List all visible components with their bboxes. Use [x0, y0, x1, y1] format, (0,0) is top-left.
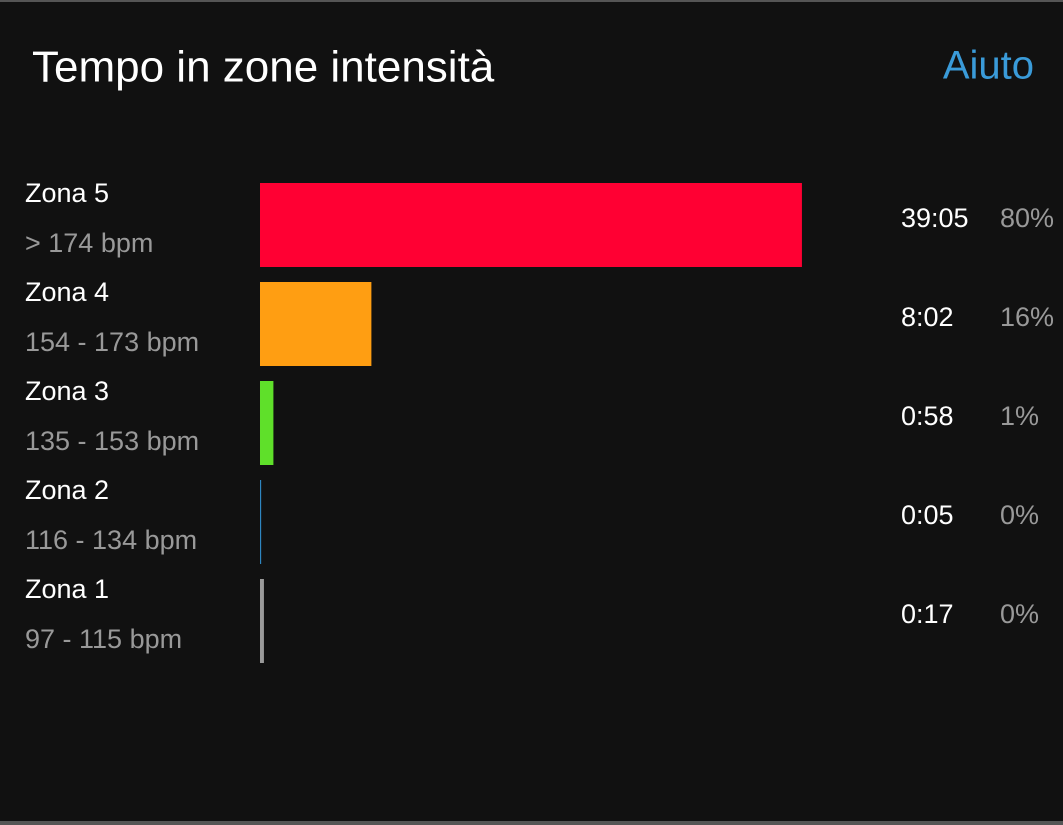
zone-range: 97 - 115 bpm — [25, 624, 182, 654]
bar — [260, 480, 262, 564]
percent-label: 1% — [1000, 401, 1039, 431]
time-label: 39:05 — [901, 203, 969, 233]
zone-label: Zona 4 — [25, 277, 109, 307]
zone-range: > 174 bpm — [25, 228, 153, 258]
title: Tempo in zone intensità — [32, 43, 495, 92]
bottom-border — [0, 821, 1063, 825]
percent-label: 0% — [1000, 500, 1039, 530]
time-label: 8:02 — [901, 302, 954, 332]
bar — [260, 183, 802, 267]
bar — [260, 579, 264, 663]
zone-label: Zona 1 — [25, 574, 109, 604]
percent-label: 80% — [1000, 203, 1054, 233]
zone-label: Zona 3 — [25, 376, 109, 406]
bar — [260, 282, 372, 366]
zone-label: Zona 2 — [25, 475, 109, 505]
zone-range: 116 - 134 bpm — [25, 525, 197, 555]
zone-range: 135 - 153 bpm — [25, 426, 199, 456]
time-label: 0:17 — [901, 599, 954, 629]
help-link[interactable]: Aiuto — [943, 44, 1034, 88]
zone-range: 154 - 173 bpm — [25, 327, 199, 357]
percent-label: 16% — [1000, 302, 1054, 332]
time-label: 0:05 — [901, 500, 954, 530]
percent-label: 0% — [1000, 599, 1039, 629]
bar — [260, 381, 274, 465]
time-label: 0:58 — [901, 401, 954, 431]
zone-label: Zona 5 — [25, 178, 109, 208]
top-border — [0, 0, 1063, 2]
